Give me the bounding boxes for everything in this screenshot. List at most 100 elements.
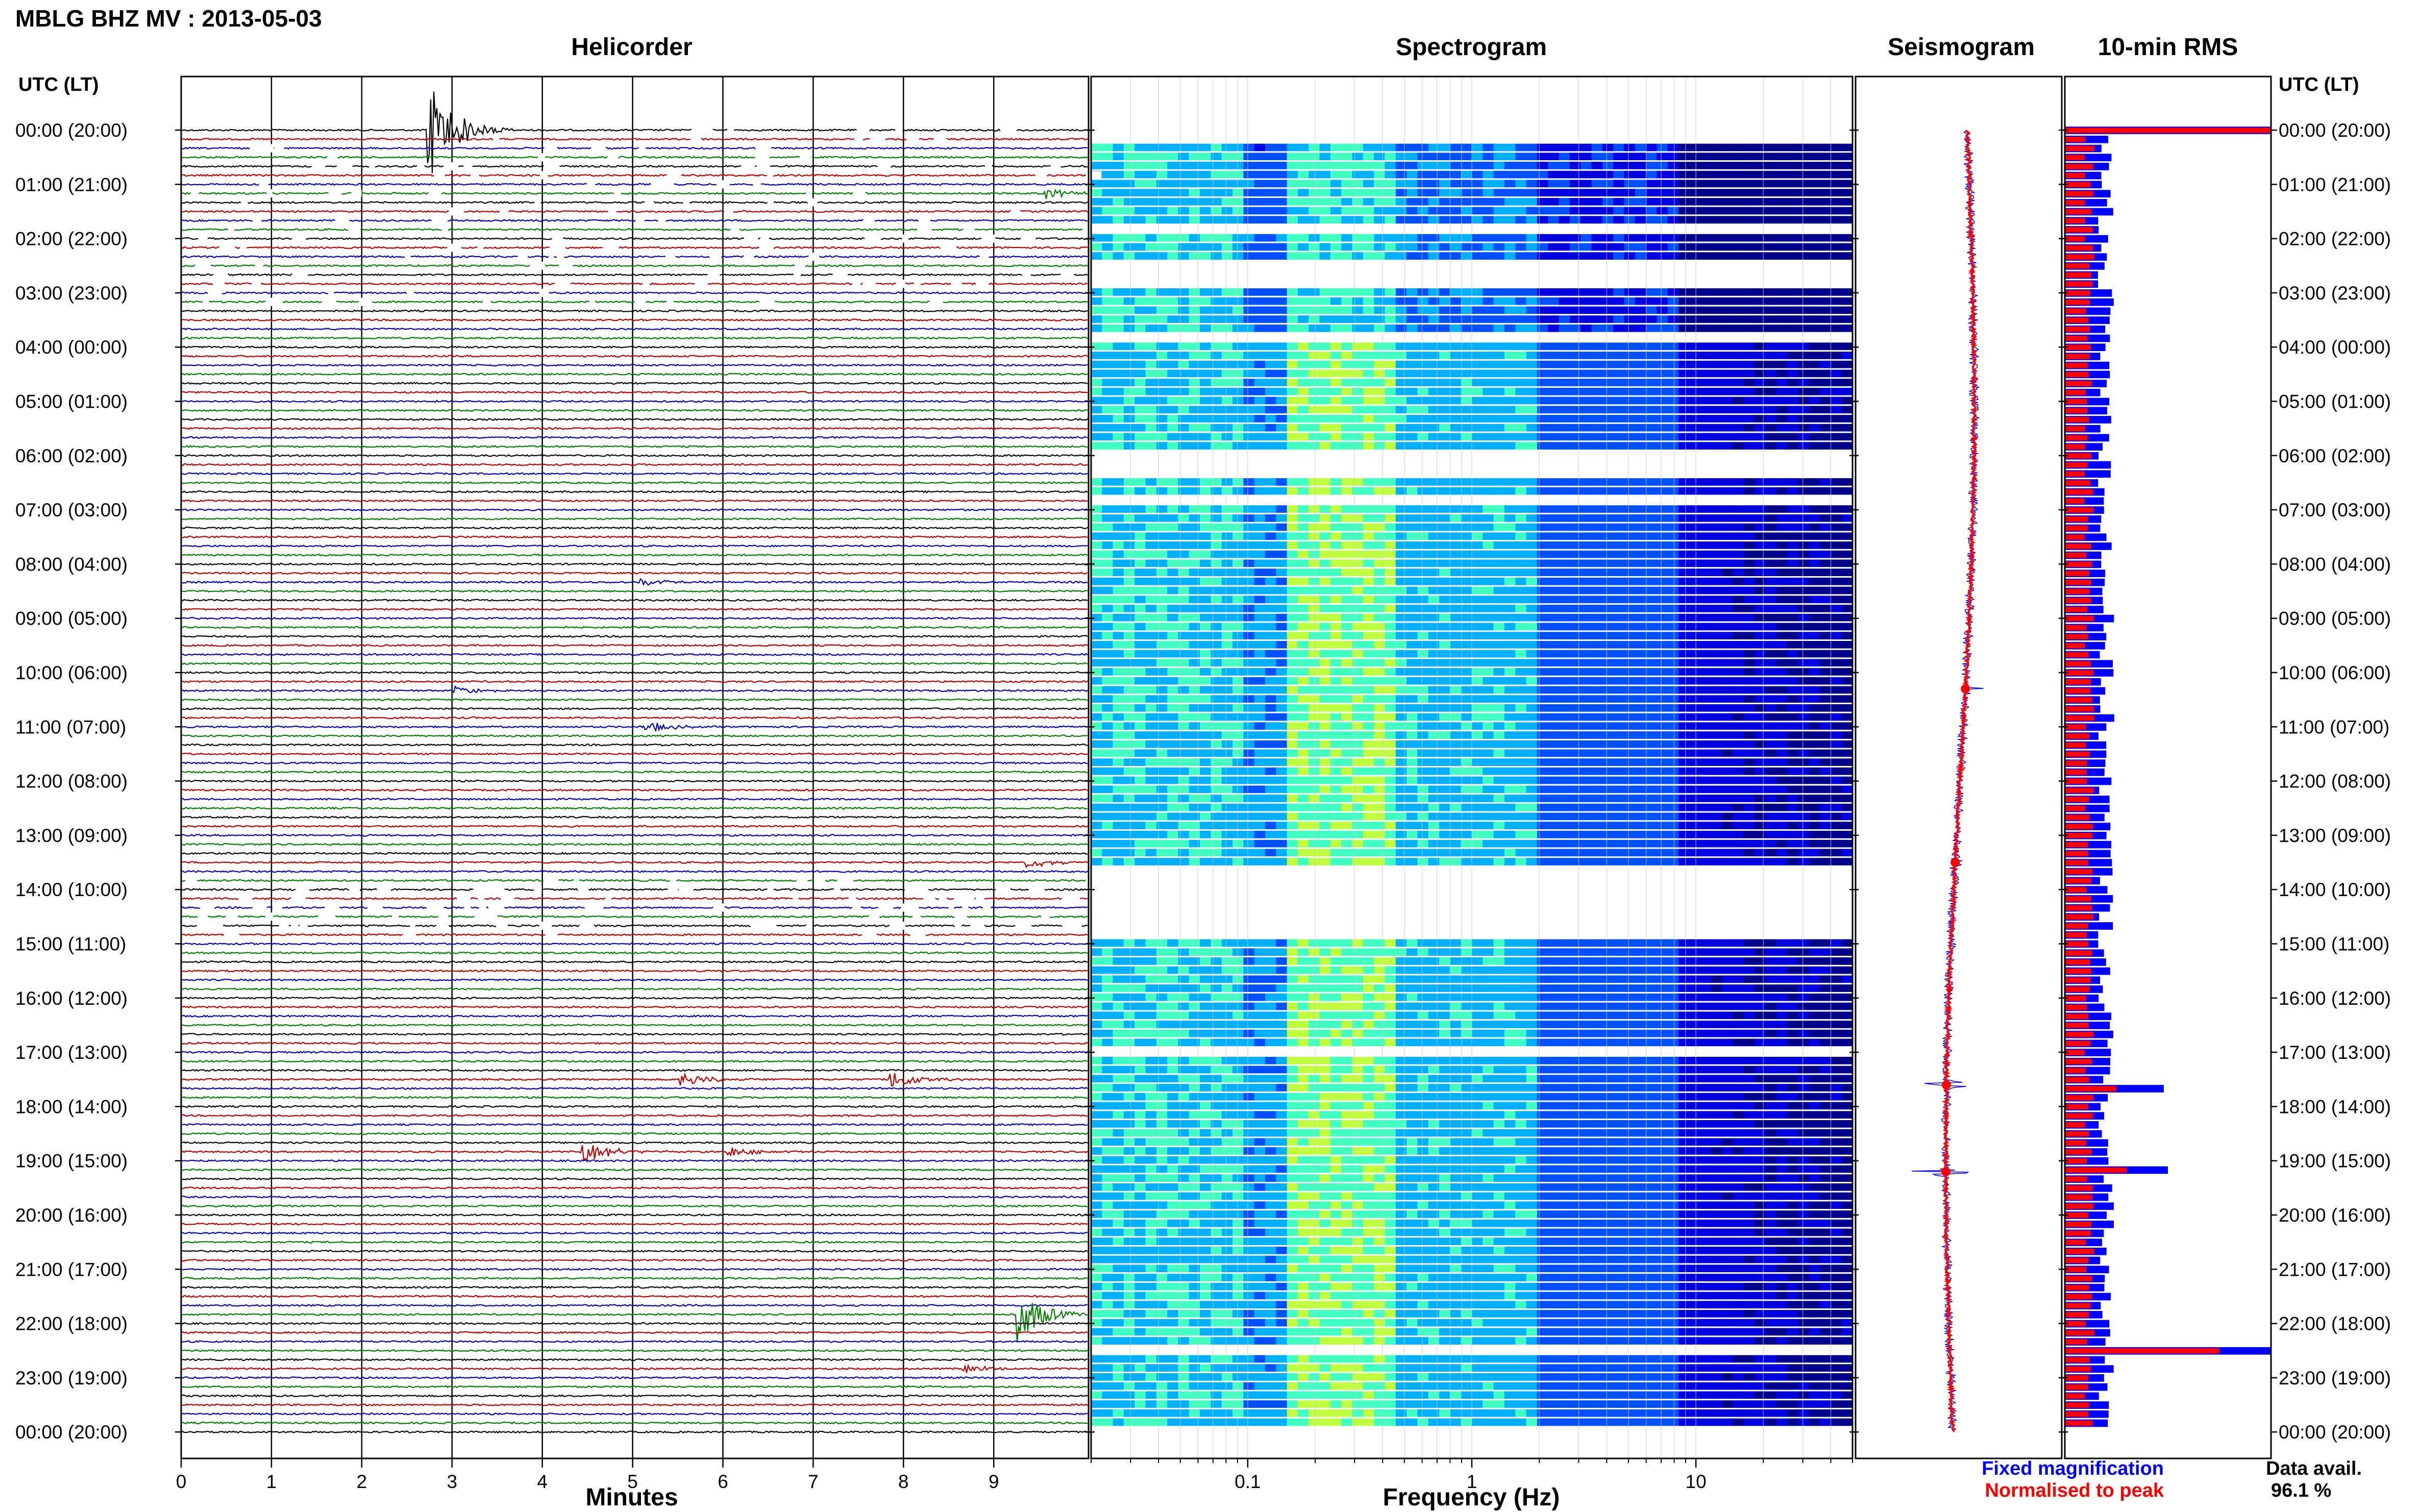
spectrogram-cell (1243, 216, 1255, 224)
spectrogram-cell (1428, 749, 1440, 757)
spectrogram-cell (1395, 478, 1407, 486)
spectrogram-cell (1134, 659, 1146, 667)
spectrogram-cell (1363, 505, 1374, 513)
spectrogram-cell (1385, 613, 1396, 622)
spectrogram-cell (1265, 396, 1276, 405)
spectrogram-cell (1221, 831, 1233, 838)
spectrogram-cell (1221, 216, 1233, 224)
spectrogram-cell (1689, 424, 1701, 432)
spectrogram-cell (1406, 306, 1418, 314)
spectrogram-cell (1276, 487, 1288, 495)
spectrogram-cell (1265, 749, 1276, 757)
spectrogram-cell (1472, 550, 1483, 558)
spectrogram-cell (1787, 369, 1798, 378)
spectrogram-cell (1200, 487, 1211, 495)
spectrogram-cell (1352, 586, 1364, 594)
spectrogram-cell (1483, 406, 1494, 414)
spectrogram-cell (1635, 315, 1646, 323)
spectrogram-cell (1602, 162, 1614, 169)
spectrogram-cell (1755, 216, 1766, 224)
spectrogram-cell (1743, 641, 1755, 649)
spectrogram-cell (1700, 632, 1712, 639)
spectrogram-cell (1385, 170, 1396, 179)
spectrogram-cell (1624, 731, 1636, 739)
spectrogram-cell (1743, 442, 1755, 450)
spectrogram-cell (1134, 487, 1146, 495)
spectrogram-cell (1526, 650, 1538, 658)
spectrogram-cell (1243, 740, 1255, 748)
spectrogram-cell (1330, 650, 1342, 658)
spectrogram-cell (1319, 424, 1331, 432)
spectrogram-cell (1776, 396, 1788, 405)
spectrogram-cell (1363, 379, 1374, 386)
spectrogram-cell (1787, 767, 1798, 775)
spectrogram-cell (1450, 686, 1462, 694)
spectrogram-cell (1450, 297, 1462, 305)
spectrogram-cell (1276, 659, 1288, 667)
spectrogram-cell (1439, 704, 1450, 712)
spectrogram-cell (1646, 613, 1657, 622)
spectrogram-cell (1559, 387, 1570, 395)
spectrogram-cell (1711, 668, 1722, 676)
spectrogram-cell (1646, 695, 1657, 703)
spectrogram-cell (1624, 722, 1636, 730)
spectrogram-cell (1537, 297, 1548, 305)
spectrogram-cell (1254, 143, 1266, 152)
spectrogram-cell (1178, 189, 1190, 196)
spectrogram-cell (1689, 360, 1701, 368)
spectrogram-cell (1232, 433, 1244, 441)
spectrogram-cell (1406, 324, 1418, 332)
spectrogram-cell (1787, 623, 1798, 631)
spectrogram-cell (1733, 568, 1744, 576)
spectrogram-cell (1679, 550, 1690, 558)
spectrogram-cell (1526, 803, 1538, 811)
spectrogram-cell (1091, 731, 1102, 739)
spectrogram-cell (1265, 704, 1276, 712)
spectrogram-cell (1787, 252, 1798, 260)
spectrogram-cell (1809, 568, 1820, 576)
spectrogram-cell (1483, 487, 1494, 495)
spectrogram-cell (1385, 487, 1396, 495)
spectrogram-cell (1363, 695, 1374, 703)
spectrogram-cell (1798, 605, 1810, 612)
spectrogram-cell (1483, 315, 1494, 323)
spectrogram-cell (1841, 243, 1853, 251)
spectrogram-cell (1211, 442, 1222, 450)
spectrogram-cell (1145, 695, 1157, 703)
spectrogram-cell (1123, 387, 1135, 395)
spectrogram-cell (1841, 831, 1853, 838)
spectrogram-cell (1515, 288, 1527, 296)
spectrogram-cell (1831, 785, 1842, 794)
spectrogram-cell (1145, 243, 1157, 251)
spectrogram-cell (1504, 613, 1516, 622)
spectrogram-cell (1439, 578, 1450, 585)
spectrogram-cell (1145, 596, 1157, 604)
spectrogram-cell (1287, 406, 1298, 414)
spectrogram-cell (1276, 803, 1288, 811)
spectrogram-cell (1221, 795, 1233, 802)
spectrogram-cell (1374, 379, 1386, 386)
spectrogram-cell (1200, 180, 1211, 188)
spectrogram-cell (1374, 162, 1386, 169)
spectrogram-cell (1657, 632, 1668, 639)
spectrogram-cell (1624, 252, 1636, 260)
spectrogram-cell (1189, 207, 1200, 215)
spectrogram-cell (1123, 713, 1135, 721)
spectrogram-cell (1461, 839, 1472, 848)
spectrogram-cell (1787, 758, 1798, 766)
spectrogram-cell (1461, 632, 1472, 639)
spectrogram-cell (1841, 342, 1853, 350)
spectrogram-cell (1679, 731, 1690, 739)
spectrogram-cell (1711, 342, 1722, 350)
spectrogram-cell (1700, 559, 1712, 567)
spectrogram-cell (1156, 424, 1168, 432)
spectrogram-cell (1613, 369, 1624, 378)
spectrogram-cell (1178, 369, 1190, 378)
spectrogram-cell (1755, 668, 1766, 676)
spectrogram-cell (1548, 541, 1560, 549)
spectrogram-cell (1515, 396, 1527, 405)
spectrogram-cell (1178, 442, 1190, 450)
spectrogram-cell (1831, 704, 1842, 712)
spectrogram-cell (1156, 387, 1168, 395)
spectrogram-cell (1178, 424, 1190, 432)
